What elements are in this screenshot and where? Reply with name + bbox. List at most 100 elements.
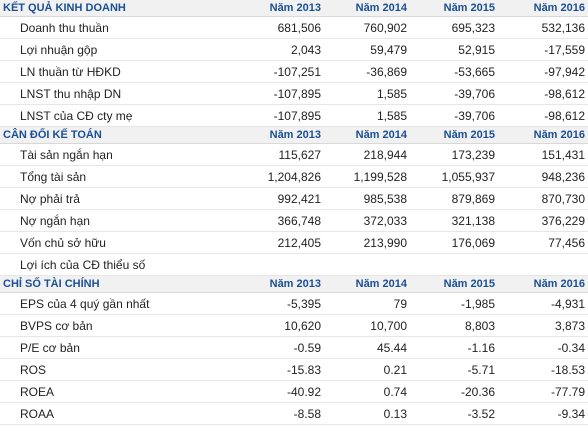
year-header: Năm 2013 — [240, 126, 324, 144]
value-cell: 1,204,826 — [240, 165, 324, 188]
row-label: Lợi nhuận gộp — [0, 38, 240, 61]
table-row: LNST của CĐ cty mẹ -107,895 1,585 -39,706 -9… — [0, 104, 588, 127]
value-cell: 212,405 — [240, 231, 324, 254]
value-cell: 77,456 — [498, 231, 588, 254]
value-cell: -107,251 — [240, 60, 324, 83]
value-cell — [498, 253, 588, 276]
value-cell: 1,585 — [324, 104, 410, 127]
value-cell: -107,895 — [240, 104, 324, 127]
value-cell: 151,431 — [498, 143, 588, 166]
value-cell: 0.21 — [324, 358, 410, 381]
section-header-can-doi-ke-toan: CÂN ĐỐI KẾ TOÁN Năm 2013 Năm 2014 Năm 2015 N… — [0, 126, 588, 144]
value-cell: 8,803 — [410, 314, 498, 337]
value-cell: 992,421 — [240, 187, 324, 210]
year-header: Năm 2013 — [240, 275, 324, 293]
value-cell: -36,869 — [324, 60, 410, 83]
value-cell: -9.34 — [498, 402, 588, 425]
value-cell: 321,138 — [410, 209, 498, 232]
value-cell: -97,942 — [498, 60, 588, 83]
row-label: Vốn chủ sở hữu — [0, 231, 240, 254]
value-cell: 10,620 — [240, 314, 324, 337]
row-label: Lợi ích của CĐ thiểu số — [0, 253, 240, 276]
value-cell: -40.92 — [240, 380, 324, 403]
section-header-ket-qua-kinh-doanh: KẾT QUẢ KINH DOANH Năm 2013 Năm 2014 Năm 20… — [0, 0, 588, 17]
value-cell: 173,239 — [410, 143, 498, 166]
row-label: ROEA — [0, 380, 240, 403]
year-header: Năm 2015 — [410, 126, 498, 144]
value-cell: 218,944 — [324, 143, 410, 166]
value-cell: -18.53 — [498, 358, 588, 381]
value-cell: 366,748 — [240, 209, 324, 232]
year-header: Năm 2016 — [498, 126, 588, 144]
value-cell: -20.36 — [410, 380, 498, 403]
value-cell: 372,033 — [324, 209, 410, 232]
value-cell: -0.59 — [240, 336, 324, 359]
value-cell: 52,915 — [410, 38, 498, 61]
value-cell: -17,559 — [498, 38, 588, 61]
value-cell: 115,627 — [240, 143, 324, 166]
row-label: ROS — [0, 358, 240, 381]
value-cell — [410, 253, 498, 276]
value-cell: 0.13 — [324, 402, 410, 425]
year-header: Năm 2015 — [410, 275, 498, 293]
table-row: LN thuần từ HĐKD -107,251 -36,869 -53,665 -9… — [0, 60, 588, 83]
section-title: KẾT QUẢ KINH DOANH — [0, 0, 240, 17]
row-label: Tổng tài sản — [0, 165, 240, 188]
value-cell — [240, 253, 324, 276]
value-cell: -39,706 — [410, 82, 498, 105]
financial-summary-table: KẾT QUẢ KINH DOANH Năm 2013 Năm 2014 Năm 20… — [0, 0, 588, 425]
value-cell: 879,869 — [410, 187, 498, 210]
value-cell: -4,931 — [498, 292, 588, 315]
value-cell: -98,612 — [498, 82, 588, 105]
value-cell: 10,700 — [324, 314, 410, 337]
table-row: Nợ ngắn hạn 366,748 372,033 321,138 376,229 — [0, 209, 588, 232]
table-row: ROEA -40.92 0.74 -20.36 -77.79 — [0, 380, 588, 403]
year-header: Năm 2013 — [240, 0, 324, 17]
row-label: EPS của 4 quý gần nhất — [0, 292, 240, 315]
row-label: Nợ ngắn hạn — [0, 209, 240, 232]
row-label: Doanh thu thuần — [0, 16, 240, 39]
value-cell: -8.58 — [240, 402, 324, 425]
value-cell: 2,043 — [240, 38, 324, 61]
section-title: CÂN ĐỐI KẾ TOÁN — [0, 126, 240, 144]
value-cell: -98,612 — [498, 104, 588, 127]
value-cell: 0.74 — [324, 380, 410, 403]
value-cell: 79 — [324, 292, 410, 315]
value-cell: 213,990 — [324, 231, 410, 254]
row-label: Nợ phải trả — [0, 187, 240, 210]
value-cell: 45.44 — [324, 336, 410, 359]
value-cell: -1.16 — [410, 336, 498, 359]
table-row: LNST thu nhập DN -107,895 1,585 -39,706 -98,… — [0, 82, 588, 105]
row-label: P/E cơ bản — [0, 336, 240, 359]
value-cell: 870,730 — [498, 187, 588, 210]
row-label: ROAA — [0, 402, 240, 425]
table-row: Tài sản ngắn hạn 115,627 218,944 173,239 151… — [0, 143, 588, 166]
table-row: ROAA -8.58 0.13 -3.52 -9.34 — [0, 402, 588, 425]
year-header: Năm 2014 — [324, 126, 410, 144]
value-cell: 948,236 — [498, 165, 588, 188]
table-row: Tổng tài sản 1,204,826 1,199,528 1,055,937 9… — [0, 165, 588, 188]
value-cell: -107,895 — [240, 82, 324, 105]
value-cell: -5,395 — [240, 292, 324, 315]
value-cell: -53,665 — [410, 60, 498, 83]
value-cell: 176,069 — [410, 231, 498, 254]
row-label: LNST thu nhập DN — [0, 82, 240, 105]
table-row: Vốn chủ sở hữu 212,405 213,990 176,069 77,45… — [0, 231, 588, 254]
section-header-chi-so-tai-chinh: CHỈ SỐ TÀI CHÍNH Năm 2013 Năm 2014 Năm 2015… — [0, 275, 588, 293]
year-header: Năm 2014 — [324, 275, 410, 293]
year-header: Năm 2016 — [498, 275, 588, 293]
table-row: EPS của 4 quý gần nhất -5,395 79 -1,985 -4,9… — [0, 292, 588, 315]
table-row: Lợi ích của CĐ thiểu số — [0, 253, 588, 276]
section-title: CHỈ SỐ TÀI CHÍNH — [0, 275, 240, 293]
value-cell: 376,229 — [498, 209, 588, 232]
value-cell: 681,506 — [240, 16, 324, 39]
value-cell: 3,873 — [498, 314, 588, 337]
table-row: ROS -15.83 0.21 -5.71 -18.53 — [0, 358, 588, 381]
value-cell — [324, 253, 410, 276]
value-cell: -0.34 — [498, 336, 588, 359]
value-cell: 1,199,528 — [324, 165, 410, 188]
table-row: P/E cơ bản -0.59 45.44 -1.16 -0.34 — [0, 336, 588, 359]
value-cell: -1,985 — [410, 292, 498, 315]
value-cell: 1,055,937 — [410, 165, 498, 188]
row-label: LNST của CĐ cty mẹ — [0, 104, 240, 127]
